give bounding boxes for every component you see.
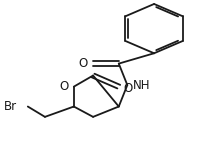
Text: O: O — [59, 80, 68, 93]
Text: O: O — [79, 57, 88, 70]
Text: O: O — [123, 82, 133, 95]
Text: NH: NH — [133, 79, 150, 92]
Text: Br: Br — [4, 100, 17, 113]
